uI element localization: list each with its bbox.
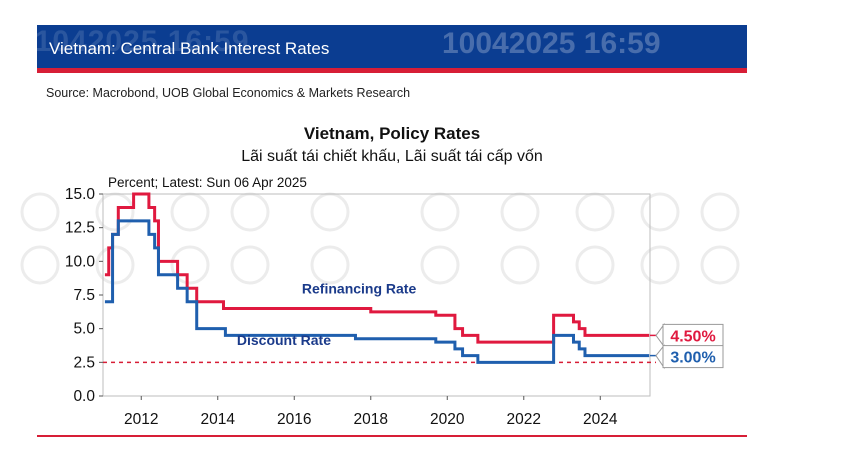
- series-lines: [103, 192, 656, 364]
- watermark-circle-2: [170, 192, 210, 232]
- watermark-circle-13: [230, 245, 270, 285]
- y-axis: 0.0 2.5 5.0 7.5 10.0 12.5 15.0: [65, 186, 103, 405]
- watermark-circle-19: [700, 245, 740, 285]
- watermark-circle-7: [575, 192, 615, 232]
- watermark-circle-8: [640, 192, 680, 232]
- watermark-circle-3: [230, 192, 270, 232]
- x-axis: 2012 2014 2016 2018 2020 2022 2024: [124, 396, 618, 428]
- refinancing-rate-label: Refinancing Rate: [302, 281, 417, 297]
- discount-rate-label: Discount Rate: [237, 332, 331, 348]
- refinancing-end-label: 4.50%: [670, 328, 715, 345]
- discount-rate-line: [104, 219, 650, 364]
- watermark-circle-12: [170, 245, 210, 285]
- header-banner: 01042025 16:59 10042025 16:59 Vietnam: C…: [17, 25, 747, 73]
- watermark-circle-15: [420, 245, 460, 285]
- watermark-circle-9: [700, 192, 740, 232]
- watermark-circle-1: [95, 192, 135, 232]
- watermark-circle-10: [20, 245, 60, 285]
- end-label-box: [662, 345, 724, 369]
- watermark-circle-5: [420, 192, 460, 232]
- refinancing-rate-line: [104, 192, 650, 344]
- x-tick-label: 2024: [583, 411, 618, 428]
- watermark-circle-16: [500, 245, 540, 285]
- source-note: Source: Macrobond, UOB Global Economics …: [46, 86, 411, 100]
- chart-title: Vietnam, Policy Rates: [304, 124, 480, 143]
- unit-label: Percent; Latest: Sun 06 Apr 2025: [108, 175, 307, 190]
- watermark-circle-6: [500, 192, 540, 232]
- x-tick-label: 2022: [507, 411, 541, 428]
- x-tick-label: 2012: [124, 411, 158, 428]
- watermark-circle-17: [575, 245, 615, 285]
- watermark-left: 01042025 16:59: [17, 25, 250, 58]
- chart-subtitle: Lãi suất tái chiết khấu, Lãi suất tái cấ…: [241, 148, 543, 165]
- watermark-circle-18: [640, 245, 680, 285]
- x-tick-label: 2020: [430, 411, 465, 428]
- watermark-circle-11: [95, 245, 135, 285]
- bottom-divider: [37, 435, 747, 437]
- end-labels: 4.50% 3.00%: [650, 322, 724, 370]
- watermark-right: 10042025 16:59: [442, 27, 661, 60]
- y-tick-label: 15.0: [65, 186, 96, 203]
- y-tick-label: 7.5: [73, 287, 95, 304]
- y-tick-label: 0.0: [73, 388, 95, 405]
- watermark-circle-4: [310, 192, 350, 232]
- watermark-circle-0: [20, 192, 60, 232]
- x-tick-label: 2014: [201, 411, 236, 428]
- y-tick-label: 2.5: [73, 354, 95, 371]
- watermark-circle-14: [310, 245, 350, 285]
- x-tick-label: 2018: [354, 411, 388, 428]
- page-title: Vietnam: Central Bank Interest Rates: [49, 39, 330, 58]
- y-tick-label: 5.0: [73, 321, 95, 338]
- discount-end-label: 3.00%: [670, 350, 715, 367]
- y-tick-label: 10.0: [65, 253, 96, 270]
- x-tick-label: 2016: [277, 411, 311, 428]
- y-tick-label: 12.5: [65, 220, 95, 237]
